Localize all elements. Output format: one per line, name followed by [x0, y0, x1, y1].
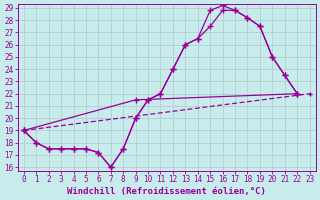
X-axis label: Windchill (Refroidissement éolien,°C): Windchill (Refroidissement éolien,°C): [67, 187, 266, 196]
